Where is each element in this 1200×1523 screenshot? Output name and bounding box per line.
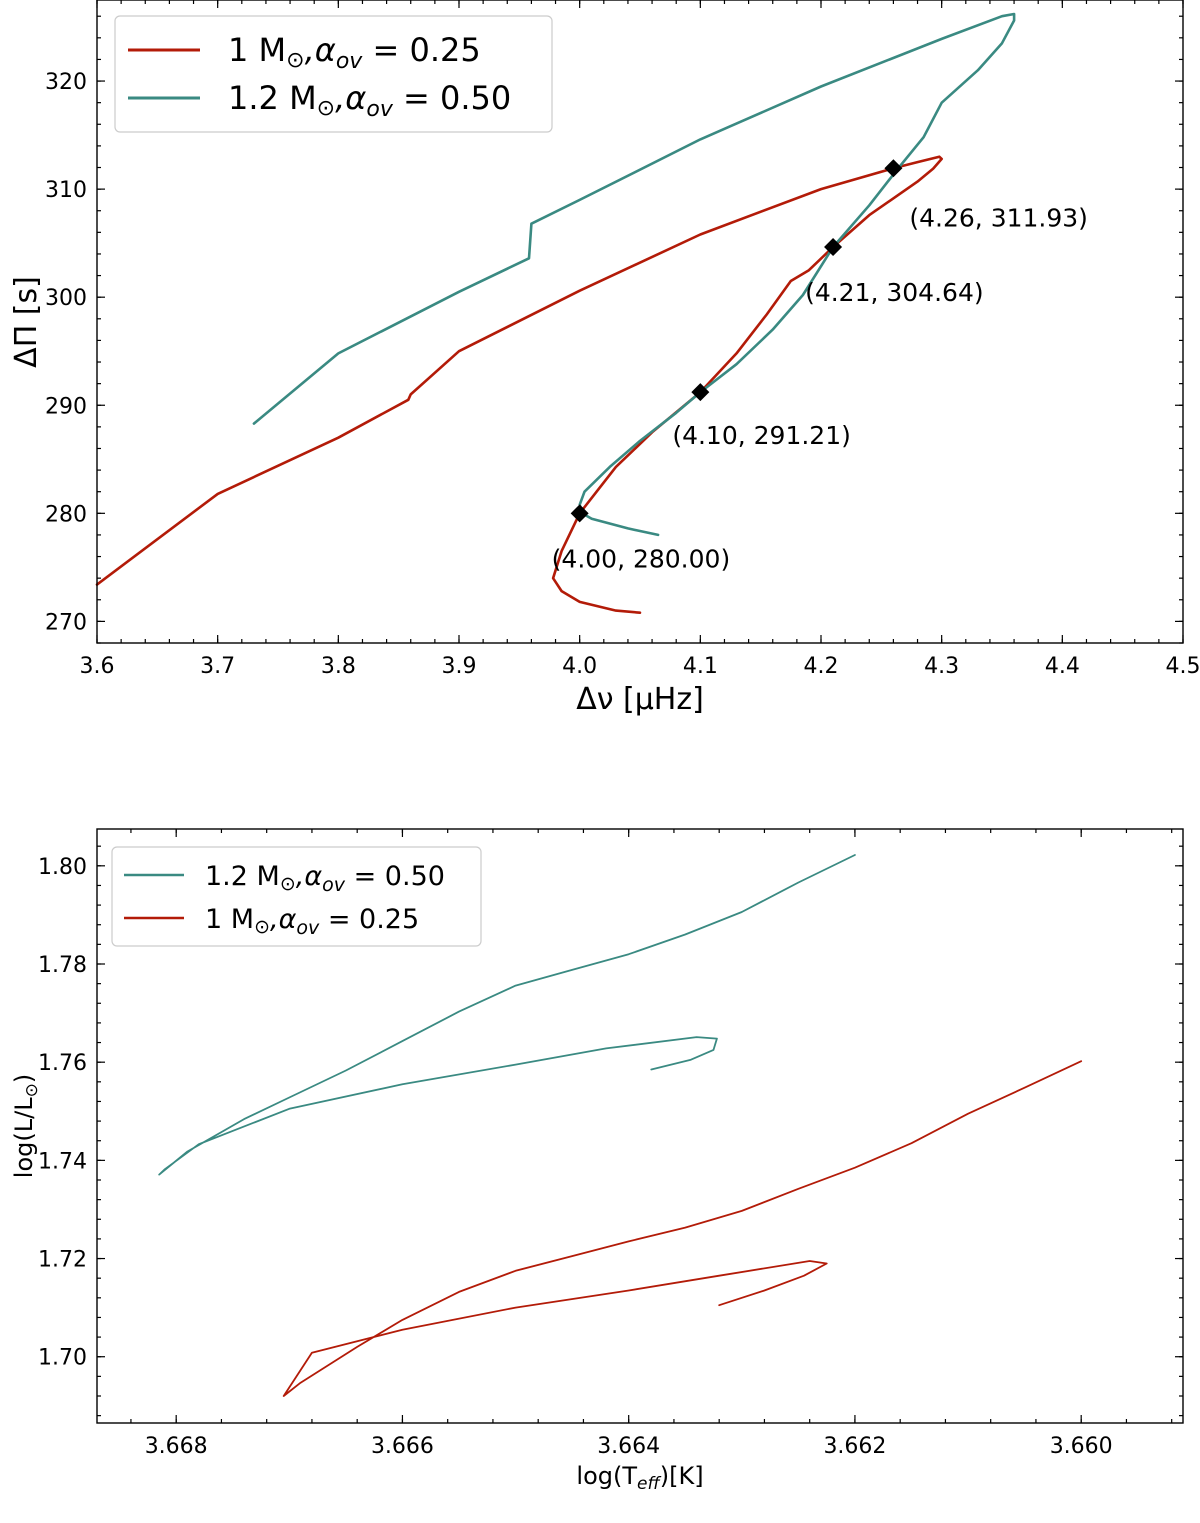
y-tick-label: 270: [45, 610, 87, 635]
top-legend-label-12msun: 1.2 M⊙,αov = 0.50: [228, 79, 511, 122]
x-tick-label: 3.668: [145, 1434, 208, 1459]
legend-mass: 1 M: [205, 904, 254, 935]
y-tick-label: 280: [45, 502, 87, 527]
x-tick-label: 3.666: [371, 1434, 434, 1459]
point-annotation: (4.00, 280.00): [552, 544, 731, 573]
legend-mass: 1 M: [228, 31, 286, 69]
diamond-marker: [884, 159, 903, 178]
legend-value: = 0.50: [393, 79, 511, 117]
top-plot-frame: [96, 0, 1184, 644]
x-tick-label: 3.8: [321, 654, 356, 679]
top-axis-ticks: 3.6 3.7 3.8 3.9 4.0 4.1 4.2 4.3 4.4 4.5 270 280 290 3…: [45, 0, 1200, 679]
legend-alpha: ,α: [335, 79, 366, 117]
bottom-series-line-1: [282, 1060, 1083, 1397]
legend-ov: ov: [336, 49, 363, 74]
y-tick-label: 320: [45, 70, 87, 95]
bottom-axis-ticks: 3.668 3.666 3.664 3.662 3.660 1.70 1.72 1.74 1.7…: [38, 829, 1183, 1459]
y-tick-label: 1.74: [38, 1149, 87, 1174]
sun-symbol: ⊙: [317, 96, 335, 121]
sun-symbol: ⊙: [254, 916, 270, 938]
legend-value: = 0.50: [345, 861, 445, 892]
bottom-series-lines: [158, 854, 1083, 1397]
bottom-x-axis-label: log(Teff)[K]: [576, 1462, 703, 1494]
diamond-marker: [824, 238, 843, 257]
y-tick-label: 310: [45, 178, 87, 203]
x-tick-label: 3.7: [200, 654, 235, 679]
legend-ov: ov: [322, 874, 346, 896]
point-annotation: (4.26, 311.93): [909, 203, 1088, 232]
bottom-legend-label-12msun: 1.2 M⊙,αov = 0.50: [205, 861, 445, 896]
diamond-marker: [570, 504, 589, 523]
y-tick-label: 1.76: [38, 1051, 87, 1076]
top-x-axis-label: Δν [μHz]: [576, 682, 704, 717]
bottom-series-line-0: [158, 854, 856, 1176]
legend-value: = 0.25: [362, 31, 480, 69]
y-tick-label: 1.70: [38, 1346, 87, 1371]
x-tick-label: 3.6: [80, 654, 115, 679]
x-tick-label: 4.2: [804, 654, 839, 679]
top-series-line-0: [95, 155, 944, 615]
diamond-marker: [691, 383, 710, 402]
x-tick-label: 3.660: [1050, 1434, 1113, 1459]
legend-ov: ov: [366, 97, 393, 122]
top-y-axis-label: ΔΠ [s]: [9, 276, 44, 368]
x-tick-label: 4.0: [562, 654, 597, 679]
legend-alpha: ,α: [305, 31, 336, 69]
sun-symbol: ⊙: [286, 48, 304, 73]
y-tick-label: 1.80: [38, 855, 87, 880]
legend-alpha: ,α: [270, 904, 297, 935]
bottom-chart: 3.668 3.666 3.664 3.662 3.660 1.70 1.72 1.74 1.7…: [10, 828, 1184, 1494]
legend-mass: 1.2 M: [228, 79, 317, 117]
legend-mass: 1.2 M: [205, 861, 280, 892]
legend-alpha: ,α: [296, 861, 323, 892]
x-tick-label: 4.5: [1166, 654, 1200, 679]
y-tick-label: 1.78: [38, 953, 87, 978]
bottom-legend: 1.2 M⊙,αov = 0.50 1 M⊙,αov = 0.25: [111, 846, 482, 947]
y-tick-label: 290: [45, 394, 87, 419]
y-tick-label: 1.72: [38, 1248, 87, 1273]
top-chart: 3.6 3.7 3.8 3.9 4.0 4.1 4.2 4.3 4.4 4.5 270 280 290 3…: [9, 0, 1200, 717]
point-annotation: (4.21, 304.64): [805, 278, 984, 307]
top-legend: 1 M⊙,αov = 0.25 1.2 M⊙,αov = 0.50: [114, 15, 553, 133]
x-tick-label: 4.3: [924, 654, 959, 679]
x-tick-label: 4.1: [683, 654, 718, 679]
bottom-plot-frame: [96, 828, 1184, 1424]
point-annotation: (4.10, 291.21): [672, 421, 851, 450]
x-tick-label: 4.4: [1045, 654, 1080, 679]
top-markers: [570, 159, 903, 523]
y-tick-label: 300: [45, 286, 87, 311]
bottom-legend-box: [111, 846, 482, 947]
x-tick-label: 3.662: [823, 1434, 886, 1459]
top-legend-label-1msun: 1 M⊙,αov = 0.25: [228, 31, 481, 74]
x-tick-label: 3.9: [442, 654, 477, 679]
top-legend-box: [114, 15, 553, 133]
bottom-y-axis-label: log(L/L⊙): [10, 1074, 42, 1178]
sun-symbol: ⊙: [280, 873, 296, 895]
top-series-lines: [95, 12, 1016, 615]
top-annotations: (4.00, 280.00) (4.10, 291.21) (4.21, 304.6…: [552, 203, 1088, 573]
top-series-line-1: [252, 12, 1016, 537]
bottom-legend-label-1msun: 1 M⊙,αov = 0.25: [205, 904, 419, 939]
legend-ov: ov: [296, 917, 320, 939]
legend-value: = 0.25: [319, 904, 419, 935]
x-tick-label: 3.664: [597, 1434, 660, 1459]
